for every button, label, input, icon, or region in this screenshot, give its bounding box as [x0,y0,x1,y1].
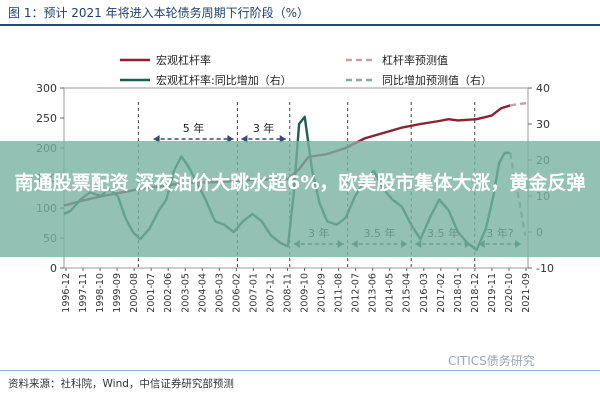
source-note: 资料来源：社科院，Wind，中信证券研究部预测 [8,378,234,390]
x-tick-label: 2007-12 [265,273,276,313]
x-tick-label: 2005-03 [214,273,225,313]
headline-text[interactable]: 南通股票配资 深夜油价大跳水超6%，欧美股市集体大涨，黄金反弹 [14,172,586,194]
x-tick-label: 2011-08 [334,273,345,313]
x-tick-label: 1998-10 [95,273,106,313]
x-tick-label: 2004-04 [197,273,208,313]
legend-label: 宏观杠杆率 [156,53,211,67]
x-tick-label: 1996-12 [61,273,72,313]
x-tick-label: 2002-06 [163,273,174,313]
x-tick-label: 1997-11 [78,273,89,313]
x-tick-label: 2018-01 [453,273,464,313]
x-tick-label: 2008-11 [282,273,293,313]
x-tick-label: 2007-01 [248,273,259,313]
x-tick-label: 2019-11 [487,273,498,313]
x-tick-label: 2006-02 [231,273,242,313]
x-tick-label: 2015-04 [402,273,413,313]
x-tick-label: 2016-03 [419,273,430,313]
x-tick-label: 1999-09 [112,273,123,313]
left-tick-label: 300 [36,82,57,95]
x-tick-label: 2014-05 [385,273,396,313]
left-tick-label: 250 [36,112,57,125]
x-tick-label: 2018-12 [470,273,481,313]
x-tick-label: 2013-06 [368,273,379,313]
legend-label: 同比增加预测值（右） [382,73,492,87]
right-tick-label: 40 [536,82,550,95]
cycle-label: 5 年 [183,121,205,135]
watermark: CITICS债务研究 [448,354,535,368]
x-tick-label: 2010-09 [317,273,328,313]
right-tick-label: -10 [536,262,554,275]
series-line [510,101,529,107]
x-tick-label: 2000-08 [129,273,140,313]
x-tick-label: 2021-09 [521,273,532,313]
x-tick-label: 2003-05 [180,273,191,313]
legend-label: 杠杆率预测值 [382,53,448,67]
headline-banner[interactable]: 南通股票配资 深夜油价大跳水超6%，欧美股市集体大涨，黄金反弹 [0,141,600,257]
x-tick-label: 2001-07 [146,273,157,313]
cycle-label: 3 年 [253,121,275,135]
figure-title: 图 1：预计 2021 年将进入本轮债务周期下行阶段（%） [8,6,310,20]
x-tick-label: 2009-10 [300,273,311,313]
x-tick-label: 2017-02 [436,273,447,313]
left-tick-label: 0 [50,262,57,275]
x-tick-label: 2012-07 [351,273,362,313]
title-divider [0,24,600,26]
source-divider [0,370,600,371]
legend-label: 宏观杠杆率:同比增加（右） [156,73,292,87]
x-tick-label: 2020-10 [504,273,515,313]
right-tick-label: 30 [536,118,550,131]
